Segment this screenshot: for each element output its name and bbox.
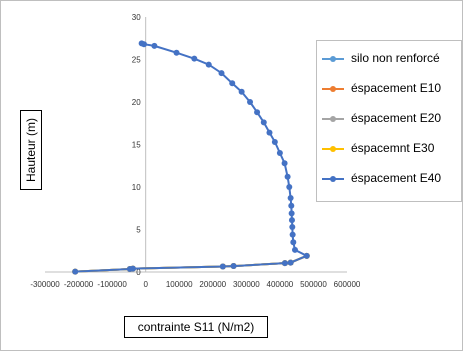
data-point — [173, 49, 180, 56]
data-point — [138, 40, 145, 47]
data-point — [289, 231, 296, 238]
series-line — [75, 42, 310, 273]
data-point — [205, 61, 212, 68]
x-tick-label: 400000 — [267, 280, 294, 289]
data-point — [286, 184, 293, 190]
data-point — [288, 210, 295, 217]
data-point — [247, 99, 254, 105]
data-point — [238, 88, 245, 95]
legend-label: éspacement E20 — [351, 111, 442, 125]
legend-label: éspacement E10 — [351, 81, 442, 95]
data-point — [289, 223, 296, 230]
x-tick-label: -100000 — [97, 280, 127, 289]
y-tick-label: 15 — [132, 141, 141, 150]
legend-label: éspacemnt E30 — [351, 141, 435, 155]
y-tick-label: 25 — [132, 56, 141, 65]
y-axis-title: Hauteur (m) — [24, 117, 38, 183]
data-point — [229, 80, 236, 87]
series-5 — [72, 40, 310, 275]
data-point — [291, 246, 298, 253]
series-layer — [72, 40, 310, 275]
y-tick-label: 20 — [132, 98, 141, 107]
data-point — [266, 129, 273, 136]
data-point — [151, 42, 158, 49]
data-point — [288, 217, 295, 224]
data-point — [129, 265, 136, 272]
data-point — [72, 268, 79, 275]
data-point — [254, 109, 261, 116]
y-tick-label: 30 — [132, 13, 141, 22]
legend-item: éspacement E20 — [317, 109, 461, 129]
y-axis-title-box: Hauteur (m) — [20, 110, 42, 190]
y-tick-labels: 0 5 10 15 20 25 30 — [132, 13, 141, 277]
legend-item: éspacement E40 — [317, 169, 461, 189]
legend-swatch — [322, 176, 344, 182]
data-point — [260, 119, 267, 126]
x-tick-labels: -300000 -200000 -100000 0 100000 200000 300000… — [30, 280, 361, 289]
x-tick-label: -300000 — [30, 280, 60, 289]
data-point — [287, 259, 294, 266]
legend: silo non renforcé éspacement E10 éspacemen… — [316, 40, 462, 202]
legend-label: éspacement E40 — [351, 171, 442, 185]
legend-swatch — [322, 116, 344, 122]
x-tick-label: 500000 — [300, 280, 327, 289]
data-point — [288, 202, 295, 209]
x-tick-label: 100000 — [166, 280, 193, 289]
data-point — [191, 55, 198, 62]
y-tick-label: 5 — [136, 226, 141, 235]
x-tick-label: 200000 — [199, 280, 226, 289]
x-tick-label: -200000 — [64, 280, 94, 289]
x-tick-label: 300000 — [233, 280, 260, 289]
y-tick-label: 10 — [132, 183, 141, 192]
data-point — [230, 263, 237, 270]
data-point — [281, 160, 288, 167]
data-point — [284, 173, 291, 180]
data-point — [218, 70, 225, 77]
data-point — [281, 260, 288, 267]
legend-label: silo non renforcé — [351, 51, 440, 65]
legend-item: éspacement E10 — [317, 79, 461, 99]
data-point — [219, 263, 226, 270]
x-tick-label: 600000 — [334, 280, 361, 289]
data-point — [271, 138, 278, 145]
legend-swatch — [322, 56, 344, 62]
legend-swatch — [322, 86, 344, 92]
x-tick-label: 0 — [143, 280, 148, 289]
data-point — [287, 195, 294, 202]
data-point — [290, 239, 297, 246]
data-point — [303, 252, 310, 259]
legend-swatch — [322, 146, 344, 152]
x-axis-title: contrainte S11 (N/m2) — [124, 316, 268, 338]
legend-item: silo non renforcé — [317, 49, 461, 69]
axes — [45, 17, 347, 273]
data-point — [276, 150, 283, 156]
y-tick-label: 0 — [136, 268, 141, 277]
legend-item: éspacemnt E30 — [317, 139, 461, 159]
